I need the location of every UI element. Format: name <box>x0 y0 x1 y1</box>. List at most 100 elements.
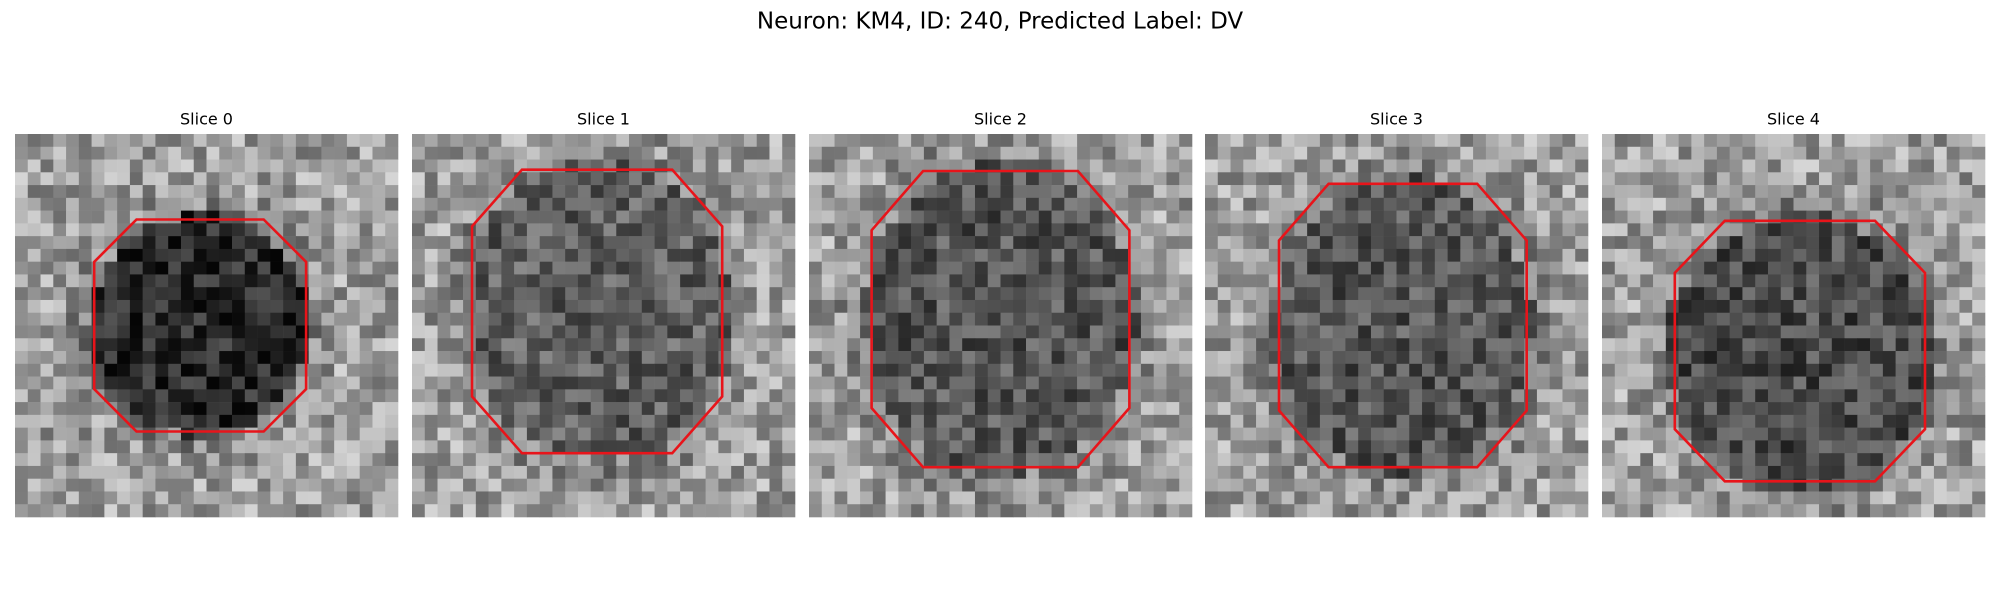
pixel <box>1268 172 1282 186</box>
pixel <box>552 312 566 326</box>
pixel <box>295 465 309 479</box>
pixel <box>539 223 553 237</box>
pixel <box>1844 236 1858 250</box>
pixel <box>654 146 668 160</box>
pixel <box>385 478 399 492</box>
pixel <box>898 491 912 505</box>
pixel <box>1140 363 1154 377</box>
pixel <box>1831 236 1845 250</box>
pixel <box>974 197 989 211</box>
pixel <box>1933 134 1947 148</box>
pixel <box>680 312 694 326</box>
pixel <box>1473 465 1487 479</box>
pixel <box>743 210 757 224</box>
pixel <box>860 504 874 518</box>
pixel <box>1205 261 1219 275</box>
pixel <box>450 363 464 377</box>
pixel <box>1946 134 1960 148</box>
pixel <box>782 236 796 250</box>
pixel <box>860 402 874 416</box>
pixel <box>232 338 246 352</box>
pixel <box>1281 440 1295 454</box>
pixel <box>168 261 182 275</box>
pixel <box>974 363 989 377</box>
pixel <box>718 287 732 301</box>
pixel <box>1422 236 1436 250</box>
pixel <box>1921 197 1935 211</box>
pixel <box>1179 389 1193 403</box>
pixel <box>809 248 823 262</box>
pixel <box>168 389 182 403</box>
pixel <box>385 427 399 441</box>
pixel <box>1575 185 1589 199</box>
pixel <box>359 351 373 365</box>
pixel <box>321 172 335 186</box>
pixel <box>1370 338 1385 352</box>
pixel <box>40 491 54 505</box>
pixel <box>155 376 169 390</box>
pixel <box>565 274 579 288</box>
pixel <box>1485 351 1499 365</box>
pixel <box>1409 312 1423 326</box>
pixel <box>1358 287 1372 301</box>
pixel <box>603 274 617 288</box>
pixel <box>514 402 528 416</box>
pixel <box>1895 274 1909 288</box>
pixel <box>1460 453 1474 467</box>
pixel <box>1729 491 1743 505</box>
pixel <box>949 389 963 403</box>
pixel <box>283 338 297 352</box>
pixel <box>1038 146 1052 160</box>
panel-title: Slice 3 <box>1370 110 1423 129</box>
pixel <box>1511 299 1525 314</box>
pixel <box>1038 210 1052 224</box>
pixel <box>1742 402 1756 416</box>
pixel <box>1345 351 1359 365</box>
pixel <box>834 159 848 173</box>
pixel <box>142 440 156 454</box>
pixel <box>1281 363 1295 377</box>
pixel <box>232 248 246 262</box>
pixel <box>1409 172 1423 186</box>
pixel <box>1933 465 1947 479</box>
pixel <box>705 159 719 173</box>
pixel <box>463 287 477 301</box>
pixel <box>1716 312 1730 326</box>
pixel <box>1256 146 1270 160</box>
pixel <box>1256 363 1270 377</box>
pixel <box>949 414 963 428</box>
pixel <box>321 363 335 377</box>
pixel <box>15 134 29 148</box>
pixel <box>1153 236 1167 250</box>
pixel <box>834 478 848 492</box>
pixel <box>1793 376 1807 390</box>
pixel <box>1498 402 1512 416</box>
pixel <box>1102 325 1116 339</box>
pixel <box>346 146 360 160</box>
pixel <box>321 402 335 416</box>
pixel <box>437 504 451 518</box>
pixel <box>1857 414 1871 428</box>
pixel <box>1716 287 1730 301</box>
pixel <box>1383 146 1397 160</box>
pixel <box>539 338 553 352</box>
pixel <box>949 465 963 479</box>
pixel <box>1243 478 1257 492</box>
pixel <box>488 223 502 237</box>
pixel <box>1536 363 1550 377</box>
pixel <box>629 248 643 262</box>
pixel <box>847 185 861 199</box>
pixel <box>1575 351 1589 365</box>
pixel <box>1972 197 1986 211</box>
pixel <box>1831 338 1845 352</box>
pixel <box>847 210 861 224</box>
pixel <box>1205 504 1219 518</box>
pixel <box>769 325 783 339</box>
pixel <box>155 338 169 352</box>
pixel <box>821 465 835 479</box>
pixel <box>1383 504 1397 518</box>
pixel <box>180 312 195 326</box>
pixel <box>155 172 169 186</box>
pixel <box>1742 172 1756 186</box>
